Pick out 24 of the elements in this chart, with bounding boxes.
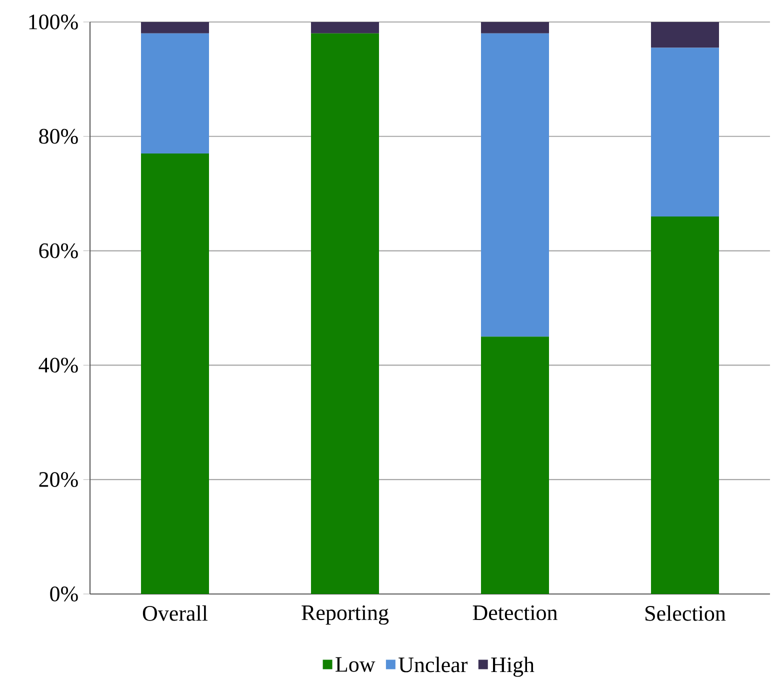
bar	[141, 154, 209, 594]
y-tick-label: 40%	[38, 358, 78, 373]
bar	[481, 22, 549, 34]
legend-label: Low	[336, 657, 376, 672]
bar	[141, 33, 209, 154]
y-tick-label: 0%	[50, 586, 78, 602]
bar	[141, 22, 209, 34]
bar	[311, 22, 380, 34]
legend-label: Unclear	[398, 656, 468, 672]
y-tick-label: 100%	[29, 14, 78, 30]
bar	[651, 22, 719, 48]
bar	[651, 216, 719, 594]
bar	[481, 33, 549, 337]
x-tick-label: Selection	[646, 605, 726, 621]
x-tick-label: Overall	[142, 605, 208, 621]
y-tick-label: 20%	[39, 472, 78, 488]
x-tick-label: Reporting	[302, 605, 389, 625]
legend-label: High	[491, 656, 534, 677]
bar	[481, 336, 549, 594]
y-tick-label: 80%	[39, 128, 78, 144]
bar	[651, 48, 719, 216]
x-tick-label: Detection	[472, 605, 558, 620]
y-tick-label: 60%	[39, 243, 78, 258]
bar	[311, 33, 380, 594]
